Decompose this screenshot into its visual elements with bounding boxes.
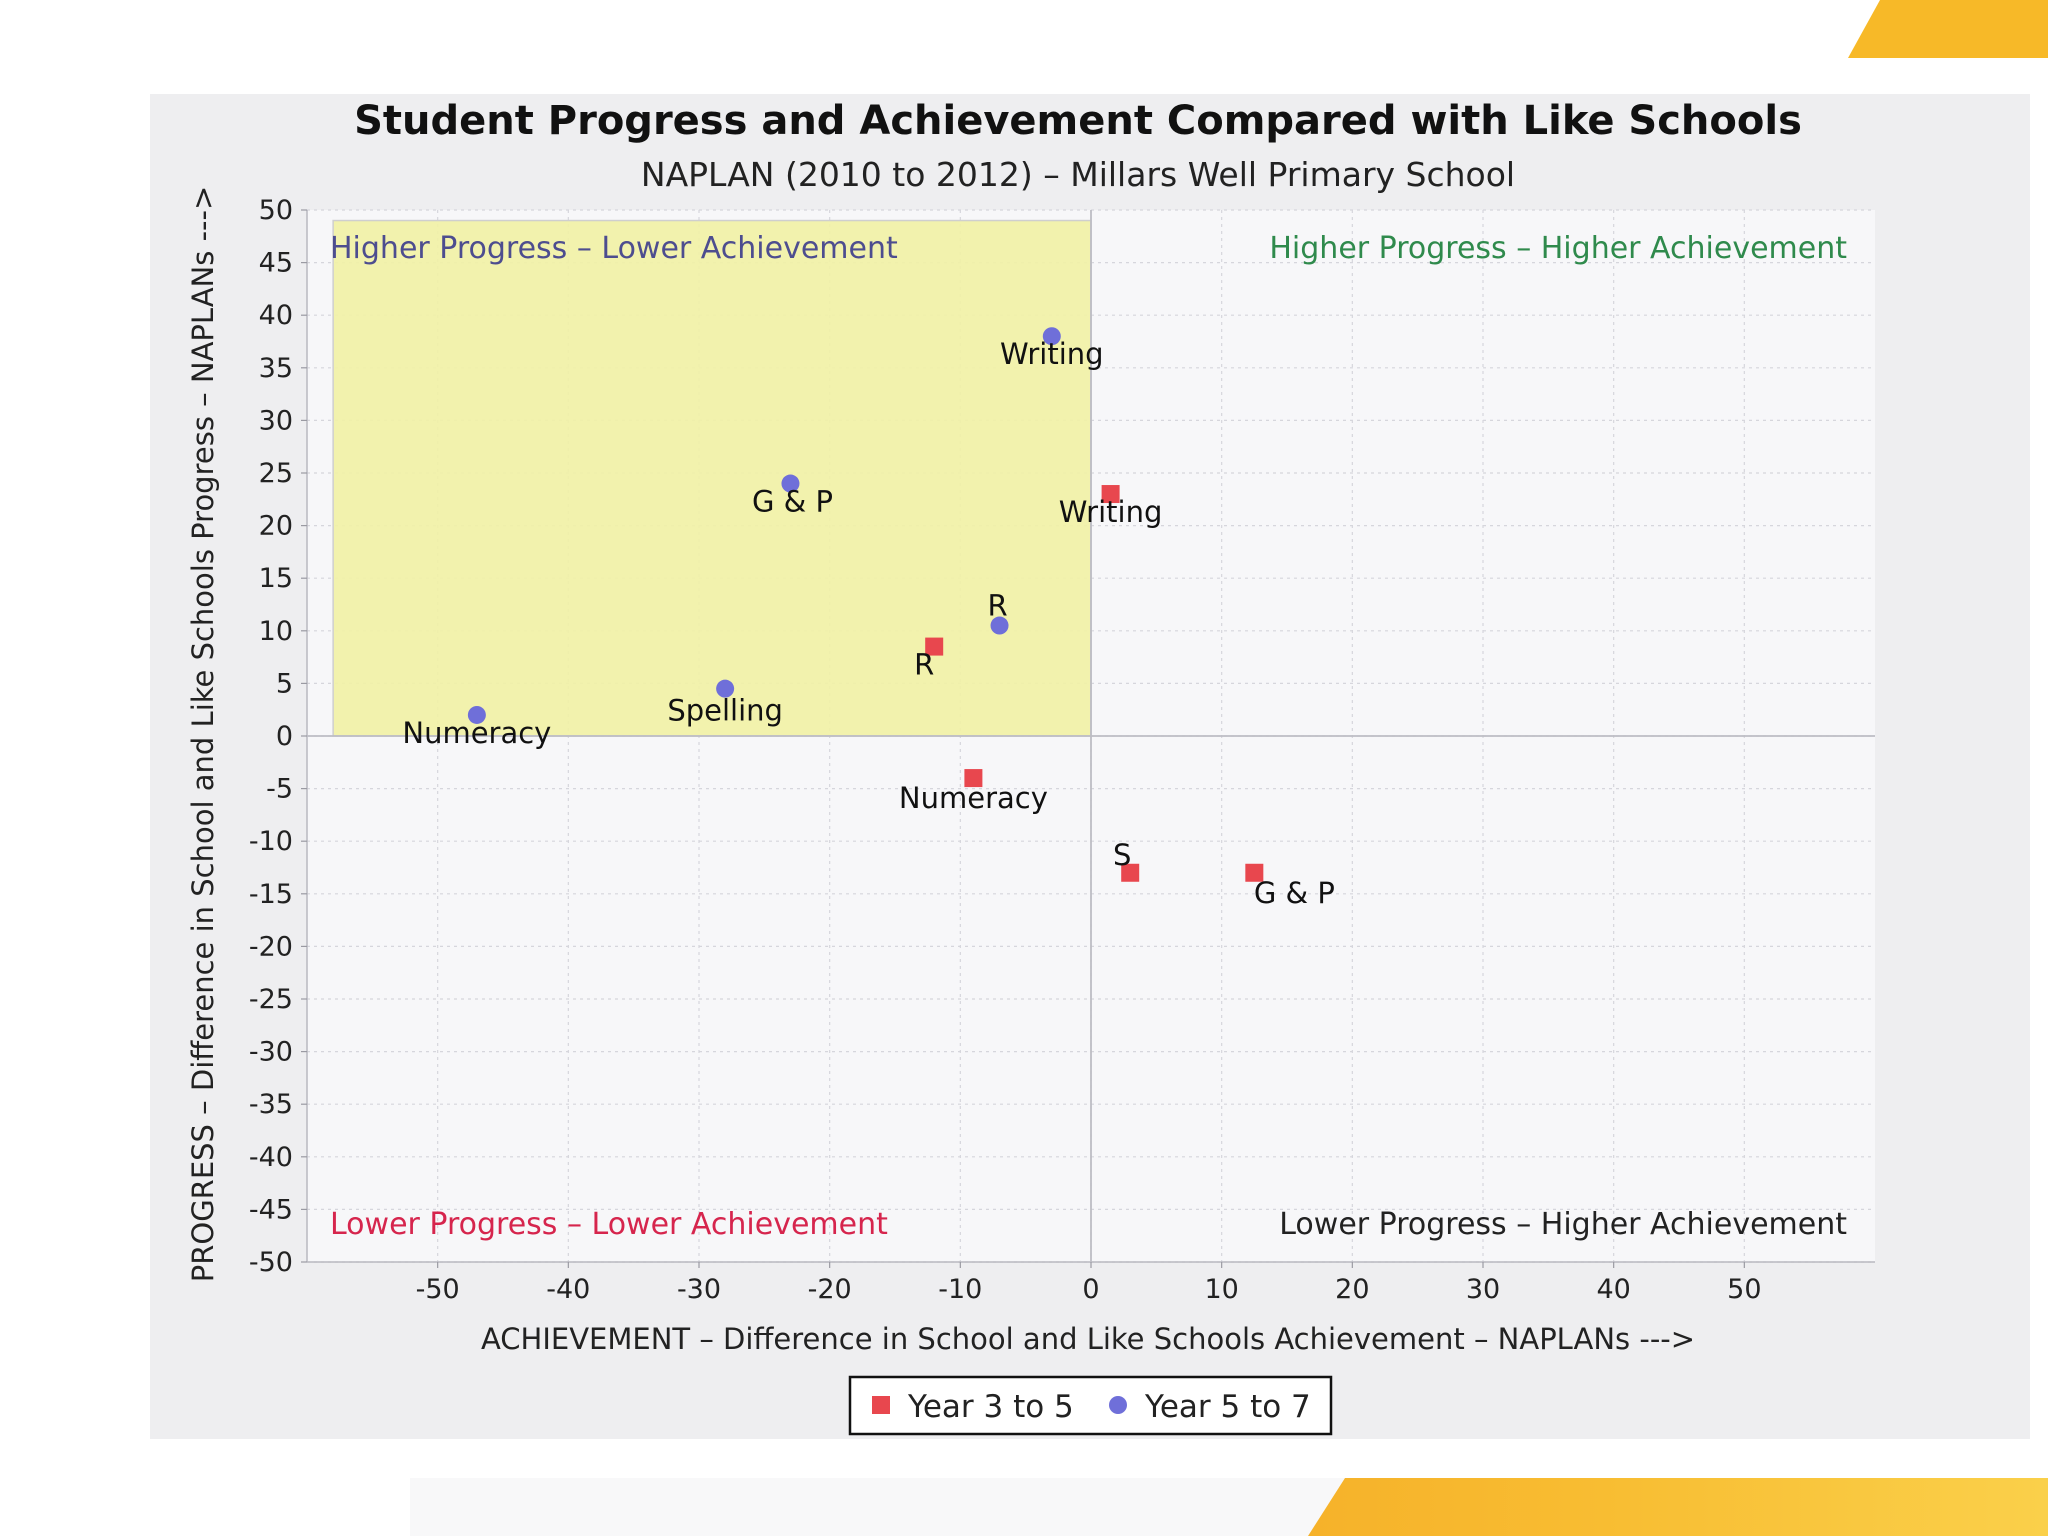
y-tick-label: 10	[259, 616, 293, 647]
x-tick-label: -30	[677, 1274, 721, 1305]
point-year-3-to-5-r	[925, 637, 944, 656]
point-year-5-to-7-spelling	[716, 679, 735, 698]
legend-box	[848, 1375, 1333, 1436]
quadrant-label-bottom-right: Lower Progress – Higher Achievement	[1279, 1207, 1847, 1242]
point-label-r: R	[914, 648, 934, 682]
y-tick-label: 25	[259, 458, 293, 489]
y-tick-label: 20	[259, 511, 293, 542]
quadrant-label-top-left: Higher Progress – Lower Achievement	[330, 231, 898, 266]
data-points: Writing R Numeracy S G & P Writing G & P R Spell…	[402, 327, 1335, 910]
point-year-3-to-5-s	[1121, 863, 1140, 882]
y-tick-label: -10	[249, 826, 293, 857]
legend-item-year-3-to-5: Year 3 to 5	[907, 1389, 1074, 1425]
point-label-writing: Writing	[1059, 495, 1163, 529]
point-label-g-p: G & P	[1254, 876, 1335, 910]
decorative-bottom-band	[1308, 1478, 2048, 1536]
point-label-s: S	[1113, 838, 1131, 872]
chart-subtitle: NAPLAN (2010 to 2012) – Millars Well Pri…	[641, 155, 1515, 194]
point-year-3-to-5-g-p	[1245, 863, 1264, 882]
x-tick-label: 20	[1335, 1274, 1369, 1305]
x-tick-label: -40	[546, 1274, 590, 1305]
x-tick-label: 10	[1204, 1274, 1238, 1305]
y-tick-label: 0	[276, 721, 293, 752]
y-tick-label: -5	[266, 774, 293, 805]
x-tick-labels: -50 -40 -30 -20 -10 0 10 20 30 40 50	[416, 1262, 1762, 1305]
point-year-5-to-7-r	[990, 616, 1009, 635]
x-tick-label: -10	[938, 1274, 982, 1305]
legend-item-year-5-to-7: Year 5 to 7	[1144, 1389, 1311, 1425]
highlight-region	[332, 219, 1092, 737]
y-tick-label: -50	[249, 1247, 293, 1278]
legend-circle-marker	[1109, 1396, 1127, 1414]
legend: Year 3 to 5 Year 5 to 7	[848, 1375, 1333, 1436]
point-year-3-to-5-writing	[1101, 485, 1120, 504]
y-tick-label: 35	[259, 353, 293, 384]
y-tick-label: -25	[249, 984, 293, 1015]
x-tick-label: -20	[808, 1274, 852, 1305]
y-tick-label: -30	[249, 1037, 293, 1068]
y-tick-labels: 50454035302520151050-5-10-15-20-25-30-35…	[249, 195, 307, 1278]
point-label-numeracy: Numeracy	[899, 781, 1048, 815]
y-tick-label: 15	[259, 563, 293, 594]
point-year-3-to-5-numeracy	[964, 769, 983, 788]
y-tick-label: 50	[259, 195, 293, 226]
y-tick-label: -40	[249, 1142, 293, 1173]
x-tick-label: 50	[1727, 1274, 1761, 1305]
chart-panel: Student Progress and Achievement Compare…	[150, 94, 2030, 1439]
point-label-spelling: Spelling	[667, 694, 783, 728]
y-tick-label: -45	[249, 1194, 293, 1225]
x-tick-label: 30	[1466, 1274, 1500, 1305]
quadrant-label-bottom-left: Lower Progress – Lower Achievement	[330, 1207, 888, 1242]
point-year-5-to-7-writing	[1042, 327, 1061, 346]
chart-title: Student Progress and Achievement Compare…	[354, 98, 1802, 144]
x-tick-label: 40	[1596, 1274, 1630, 1305]
legend-square-marker	[872, 1396, 890, 1414]
point-label-g-p: G & P	[752, 485, 833, 519]
y-tick-label: 45	[259, 248, 293, 279]
x-tick-label: 0	[1082, 1274, 1099, 1305]
point-label-r: R	[987, 589, 1007, 623]
y-tick-label: -15	[249, 879, 293, 910]
y-tick-label: 40	[259, 300, 293, 331]
scatter-chart: Student Progress and Achievement Compare…	[186, 98, 1875, 1436]
x-tick-label: -50	[416, 1274, 460, 1305]
y-tick-label: 5	[276, 668, 293, 699]
point-label-writing: Writing	[1000, 337, 1104, 371]
point-label-numeracy: Numeracy	[402, 716, 551, 750]
decorative-bottom-strip	[410, 1478, 1370, 1536]
y-axis-label: PROGRESS – Difference in School and Like…	[186, 186, 220, 1283]
y-tick-label: -35	[249, 1089, 293, 1120]
y-tick-label: -20	[249, 931, 293, 962]
point-year-5-to-7-g-p	[781, 474, 800, 493]
point-year-5-to-7-numeracy	[467, 705, 486, 724]
y-tick-label: 30	[259, 405, 293, 436]
x-axis-label: ACHIEVEMENT – Difference in School and L…	[481, 1322, 1695, 1356]
quadrant-label-top-right: Higher Progress – Higher Achievement	[1269, 231, 1847, 266]
decorative-corner-shape	[1848, 0, 2048, 58]
